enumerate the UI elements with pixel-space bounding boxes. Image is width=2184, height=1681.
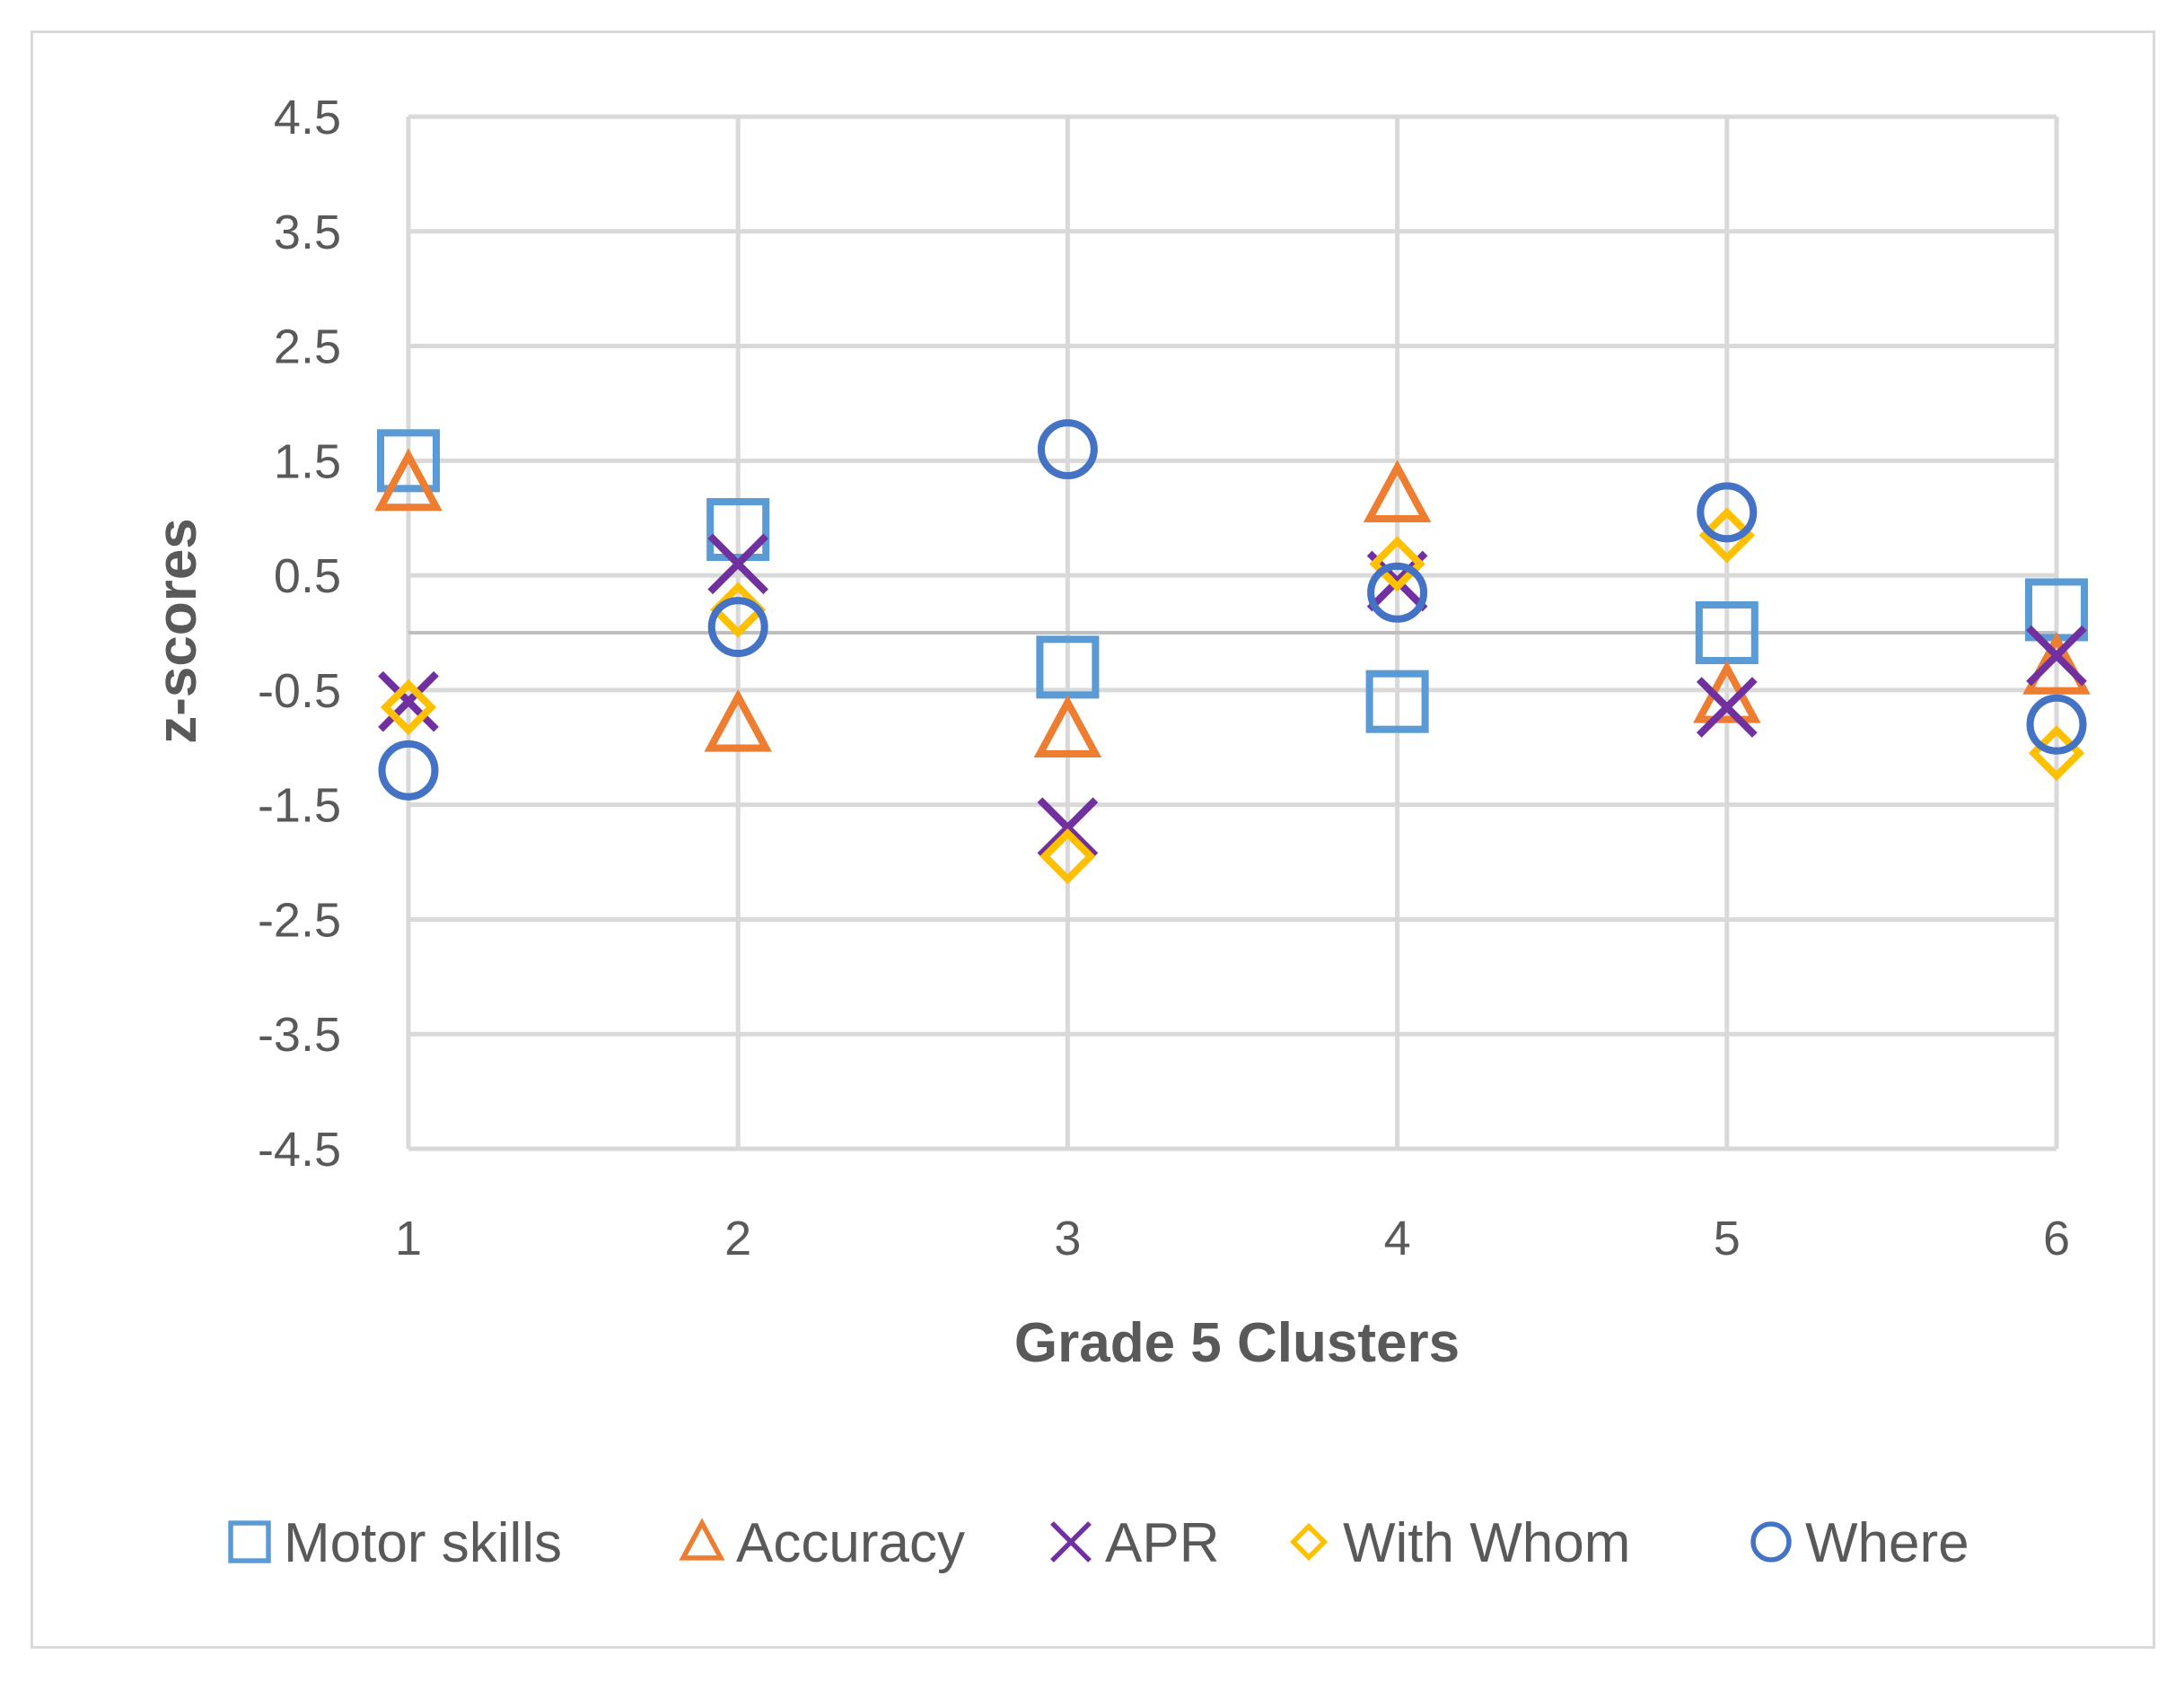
x-axis-title: Grade 5 Clusters: [1014, 1312, 1460, 1374]
point-apr: [707, 533, 769, 595]
point-motor-skills: [376, 429, 441, 493]
legend-marker-motor-skills: [228, 1520, 271, 1563]
legend-label: APR: [1105, 1512, 1219, 1574]
x-tick-label: 2: [724, 1212, 751, 1265]
y-axis-title: z-scores: [146, 518, 208, 744]
point-accuracy: [1363, 460, 1432, 523]
point-apr: [1037, 797, 1099, 859]
data-points: [374, 419, 2091, 885]
legend-marker-with-whom: [1289, 1522, 1329, 1562]
gridlines: [406, 114, 2059, 1151]
point-where: [1037, 419, 1098, 480]
y-tick-label: 2.5: [274, 320, 341, 374]
point-with-whom: [1039, 828, 1096, 885]
y-tick-label: 3.5: [274, 206, 341, 259]
y-tick-label: 0.5: [274, 549, 341, 603]
point-where: [378, 740, 439, 801]
legend-marker-accuracy: [679, 1518, 725, 1561]
point-with-whom: [1369, 536, 1425, 592]
point-where: [1697, 482, 1758, 543]
y-tick-label: -1.5: [258, 779, 341, 833]
y-axis-ticks: 4.5 3.5 2.5 1.5 0.5 -0.5 -1.5 -2.5 -3.5 -4.5: [258, 91, 341, 1177]
y-tick-label: -4.5: [258, 1123, 341, 1177]
point-apr: [1696, 677, 1758, 738]
x-tick-label: 3: [1054, 1212, 1081, 1265]
point-accuracy: [1033, 695, 1102, 757]
legend-label: With Whom: [1343, 1512, 1630, 1574]
chart-frame: [31, 31, 2155, 1649]
point-where: [707, 597, 768, 658]
legend-label: Where: [1805, 1512, 1969, 1574]
y-tick-label: 1.5: [274, 434, 341, 488]
legend-marker-where: [1750, 1521, 1792, 1563]
legend: Motor skills Accuracy APR With Whom Where: [228, 1512, 1969, 1574]
point-with-whom: [1698, 507, 1755, 564]
point-motor-skills: [1365, 670, 1429, 733]
legend-label: Motor skills: [284, 1512, 562, 1574]
y-tick-label: -0.5: [258, 664, 341, 718]
legend-label: Accuracy: [736, 1512, 965, 1574]
point-motor-skills: [706, 497, 770, 562]
point-where: [2026, 694, 2087, 755]
point-where: [1367, 562, 1428, 623]
x-tick-label: 1: [395, 1212, 422, 1265]
point-apr: [378, 670, 439, 732]
point-with-whom: [380, 679, 437, 736]
x-axis-ticks: 1 2 3 4 5 6: [395, 1212, 2070, 1265]
y-tick-label: 4.5: [274, 91, 341, 144]
point-accuracy: [704, 688, 772, 752]
y-tick-label: -2.5: [258, 893, 341, 947]
point-accuracy: [374, 448, 443, 512]
x-tick-label: 5: [1714, 1212, 1741, 1265]
legend-marker-apr: [1050, 1521, 1092, 1563]
x-tick-label: 6: [2043, 1212, 2070, 1265]
x-tick-label: 4: [1384, 1212, 1411, 1265]
y-tick-label: -3.5: [258, 1008, 341, 1062]
point-apr: [2026, 625, 2087, 687]
